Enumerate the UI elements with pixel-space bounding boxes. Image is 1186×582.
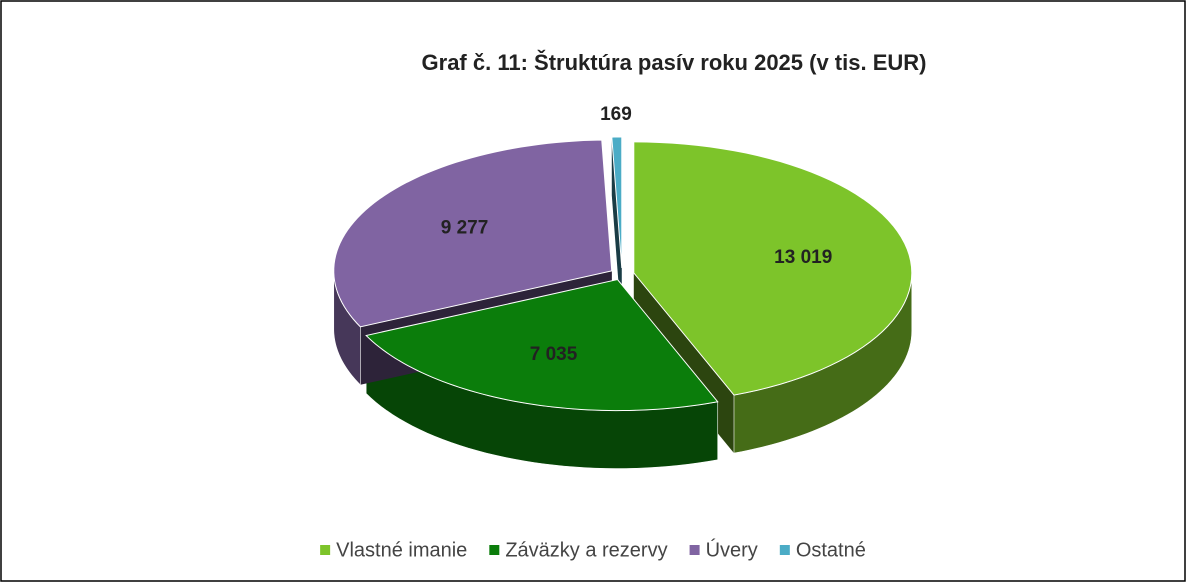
slice xyxy=(365,279,719,412)
legend-item: Ostatné xyxy=(779,539,866,561)
pie-tops xyxy=(333,136,913,412)
chart-title: Graf č. 11: Štruktúra pasív roku 2025 (v… xyxy=(422,50,927,75)
legend-swatch xyxy=(689,545,700,555)
slice xyxy=(333,139,613,328)
slice xyxy=(633,141,913,396)
slice xyxy=(611,136,623,269)
legend-item: Záväzky a rezervy xyxy=(489,539,668,561)
data-label: 9 277 xyxy=(441,218,489,239)
data-label: 13 019 xyxy=(774,247,832,268)
data-label: 169 xyxy=(600,104,632,125)
legend-label: Úvery xyxy=(706,538,758,561)
legend-label: Ostatné xyxy=(796,539,866,561)
legend: Vlastné imanie Záväzky a rezervy Úvery Osta… xyxy=(320,538,866,561)
legend-swatch xyxy=(489,545,500,555)
data-labels: 13 019 7 035 9 277 169 xyxy=(441,104,833,365)
slice-edge xyxy=(611,137,622,327)
legend-label: Záväzky a rezervy xyxy=(505,539,667,561)
legend-item: Úvery xyxy=(689,538,758,561)
data-label: 7 035 xyxy=(530,344,578,365)
legend-swatch xyxy=(779,545,790,555)
legend-label: Vlastné imanie xyxy=(336,539,467,561)
legend-swatch xyxy=(320,545,331,555)
legend-item: Vlastné imanie xyxy=(320,539,467,561)
